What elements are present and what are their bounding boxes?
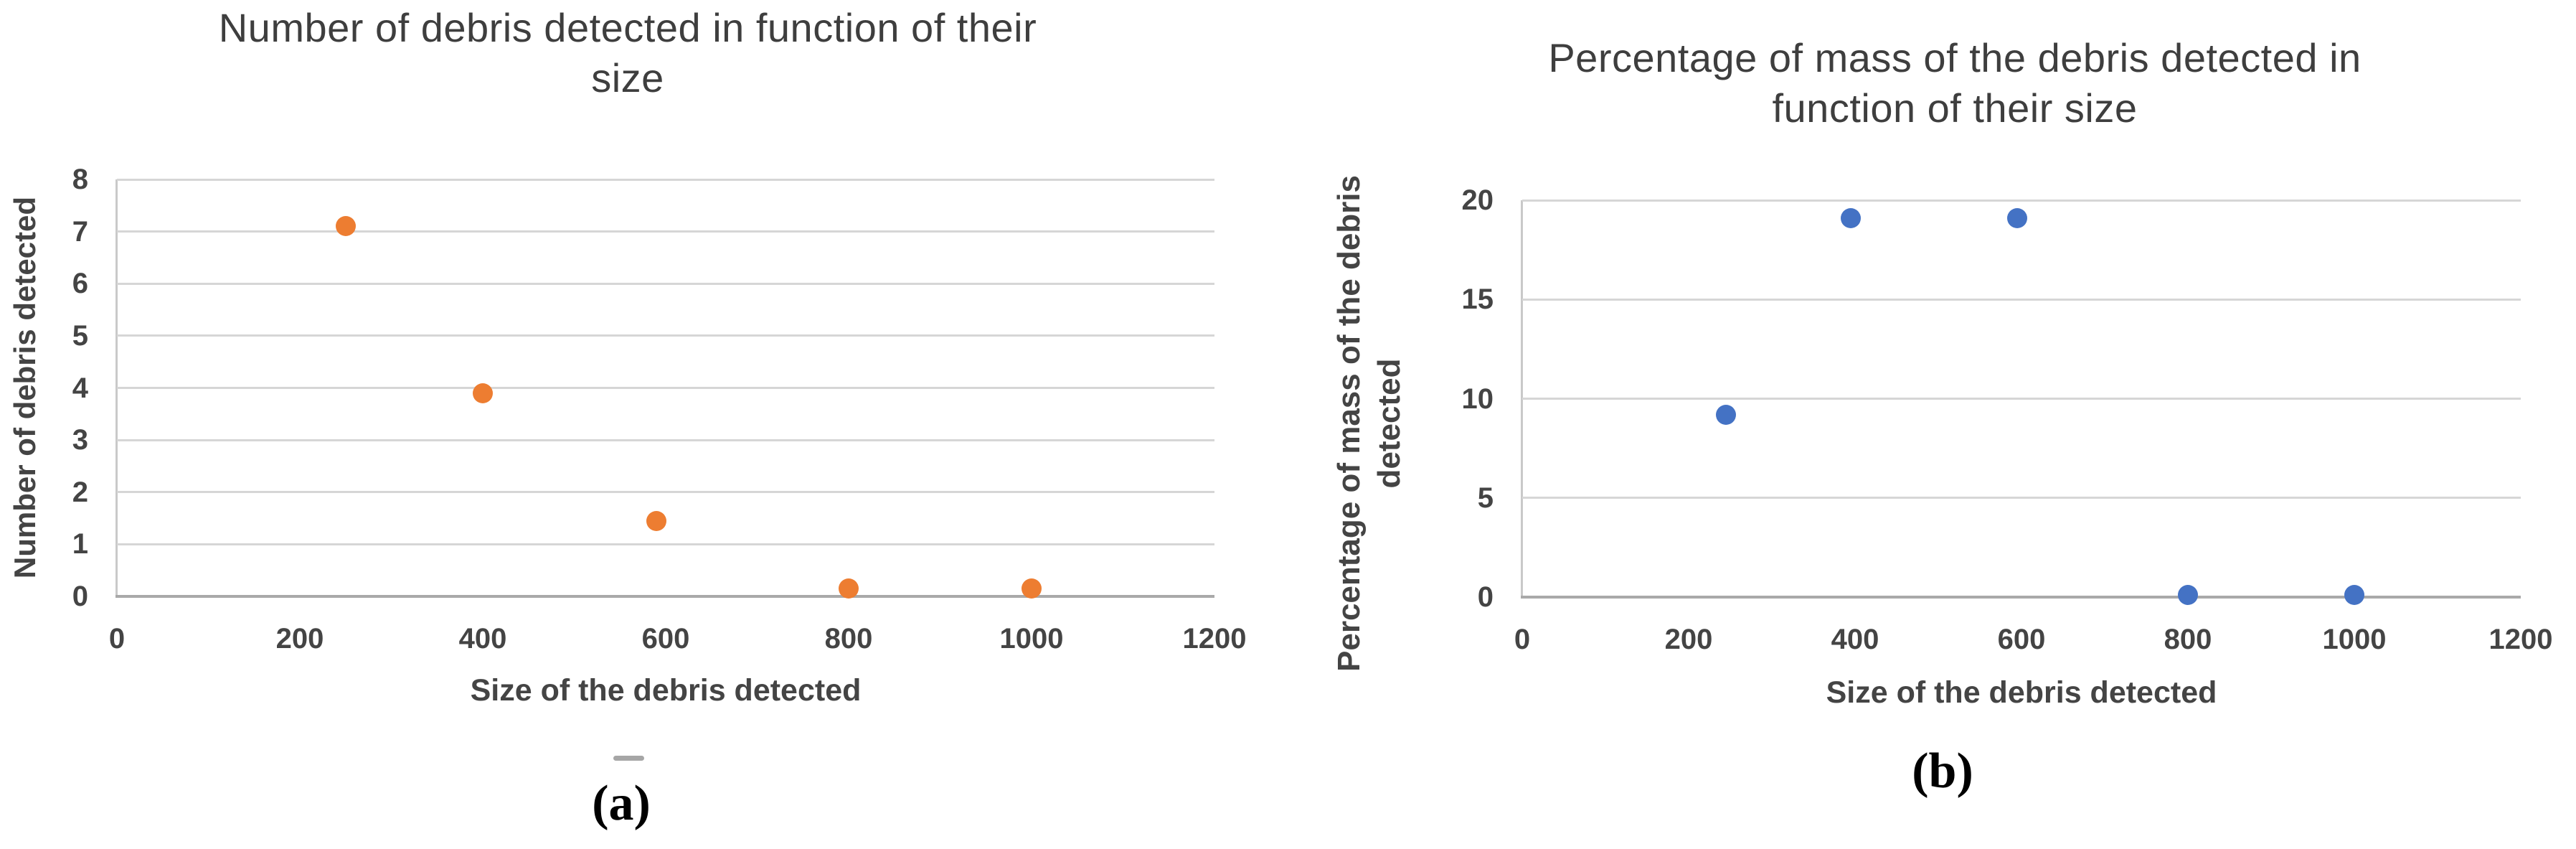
y-tick-label: 1 (72, 528, 88, 560)
gridline (117, 543, 1214, 545)
gridline (117, 438, 1214, 441)
data-point (839, 578, 859, 599)
y-axis-line (1521, 200, 1523, 597)
gridline (117, 334, 1214, 337)
data-point (335, 216, 356, 237)
x-tick-label: 800 (824, 623, 873, 655)
y-tick-label: 2 (72, 476, 88, 508)
x-tick-label: 1200 (2488, 624, 2553, 655)
chart-b-title: Percentage of mass of the debris detecte… (1399, 33, 2511, 133)
data-point (2344, 585, 2364, 606)
chart-a-title: Number of debris detected in function of… (54, 3, 1202, 103)
gridline (1522, 199, 2521, 202)
chart-a-title-line1: Number of debris detected in function of… (218, 5, 1037, 50)
gridline (117, 491, 1214, 494)
caption-b: (b) (1912, 744, 1973, 799)
y-axis-line (115, 179, 118, 596)
x-tick-label: 0 (108, 623, 126, 655)
gridline (117, 387, 1214, 389)
gridline (117, 230, 1214, 233)
x-tick-label: 400 (1831, 624, 1879, 655)
chart-b-title-line1: Percentage of mass of the debris detecte… (1548, 35, 2362, 80)
x-axis-baseline (1521, 596, 2521, 599)
gridline (117, 282, 1214, 285)
x-tick-label: 1000 (2322, 624, 2387, 655)
x-tick-label: 0 (1514, 624, 1531, 655)
data-point (1716, 404, 1737, 425)
y-tick-label: 0 (1477, 581, 1494, 613)
data-point (2007, 207, 2028, 228)
y-tick-label: 3 (72, 424, 88, 456)
caption-a: (a) (592, 776, 651, 831)
data-point (646, 510, 667, 531)
y-tick-label: 7 (72, 215, 88, 248)
gridline (117, 178, 1214, 181)
x-tick-label: 600 (641, 623, 690, 655)
y-tick-label: 8 (72, 164, 88, 195)
y-tick-label: 5 (1477, 482, 1494, 514)
y-tick-label: 15 (1461, 283, 1494, 316)
y-tick-label: 6 (72, 268, 88, 300)
y-tick-label: 0 (72, 581, 88, 612)
data-point (1841, 207, 1862, 228)
stray-dash (613, 756, 644, 761)
gridline (1522, 398, 2521, 400)
y-tick-label: 5 (72, 319, 88, 352)
x-tick-label: 200 (275, 623, 324, 655)
x-axis-baseline (115, 595, 1214, 598)
x-tick-label: 400 (458, 623, 507, 655)
gridline (1522, 298, 2521, 301)
x-tick-label: 200 (1664, 624, 1713, 655)
y-tick-label: 20 (1461, 184, 1494, 216)
chart-a-x-axis-title: Size of the debris detected (470, 673, 862, 708)
chart-a-title-line2: size (591, 55, 664, 100)
gridline (1522, 497, 2521, 499)
chart-b-x-axis-title: Size of the debris detected (1826, 675, 2217, 710)
data-point (473, 383, 493, 403)
x-tick-label: 600 (1997, 624, 2046, 655)
chart-b-title-line2: function of their size (1772, 85, 2138, 131)
x-tick-label: 1200 (1182, 623, 1247, 655)
x-tick-label: 800 (2164, 624, 2212, 655)
x-tick-label: 1000 (999, 623, 1064, 655)
data-point (1022, 578, 1042, 599)
y-tick-label: 10 (1461, 383, 1494, 415)
y-tick-label: 4 (72, 372, 88, 404)
data-point (2178, 585, 2198, 606)
